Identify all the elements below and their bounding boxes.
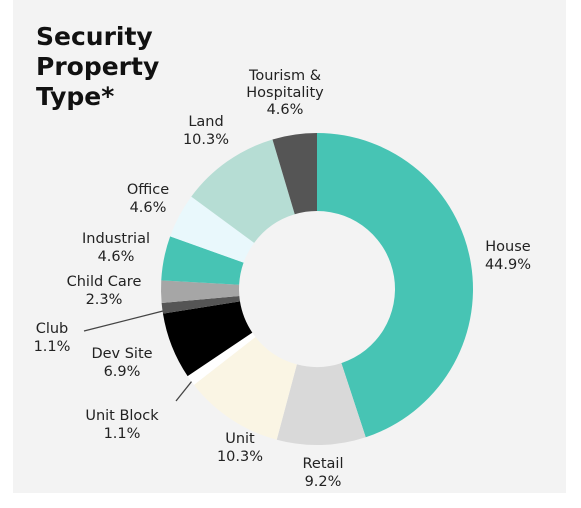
donut-slice [170,196,255,263]
slice-label: Dev Site 6.9% [91,345,152,381]
category-name: Office [126,182,170,198]
slice-label: Club 1.1% [34,320,71,356]
value-label: 10.3% [182,132,230,148]
slice-label: Industrial 4.6% [82,230,150,266]
value-label: 1.1% [33,339,71,355]
slice-label: Land 10.3% [183,113,229,149]
slice-label: Child Care 2.3% [67,273,142,309]
category-name: House [485,239,531,255]
category-name: Child Care [66,274,142,290]
slice-label: Tourism & Hospitality 4.6% [230,68,340,119]
value-label: 1.1% [103,426,141,442]
category-name: Dev Site [91,346,153,362]
value-label: 2.3% [85,292,123,308]
donut-slice [276,363,366,445]
chart-title: Security Property Type* [36,22,160,111]
donut-slice [187,332,256,385]
value-label: 4.6% [129,200,167,216]
category-name: Tourism & Hospitality [246,68,324,101]
category-name: Industrial [81,231,151,247]
value-label: 4.6% [266,102,304,118]
donut-slice [160,280,240,303]
value-label: 44.9% [484,257,532,273]
donut-slice [193,336,297,440]
category-name: Unit [225,431,255,447]
slice-label: Retail 9.2% [303,455,344,491]
donut-slice [272,133,317,215]
donut-slice [191,139,295,243]
category-name: Unit Block [85,408,159,424]
slice-label: Unit 10.3% [217,430,263,466]
donut-slice [317,133,474,438]
slice-label: House 44.9% [485,238,531,274]
category-name: Club [35,321,69,337]
value-label: 4.6% [97,249,135,265]
donut-slice [162,301,253,377]
value-label: 10.3% [216,449,264,465]
value-label: 9.2% [304,474,342,490]
donut-slice [161,295,240,314]
slice-label: Office 4.6% [127,181,169,217]
category-name: Retail [302,456,344,472]
leader-line [83,310,164,332]
value-label: 6.9% [103,364,141,380]
slice-label: Unit Block 1.1% [85,407,158,443]
category-name: Land [188,114,224,130]
donut-slice [161,236,244,285]
